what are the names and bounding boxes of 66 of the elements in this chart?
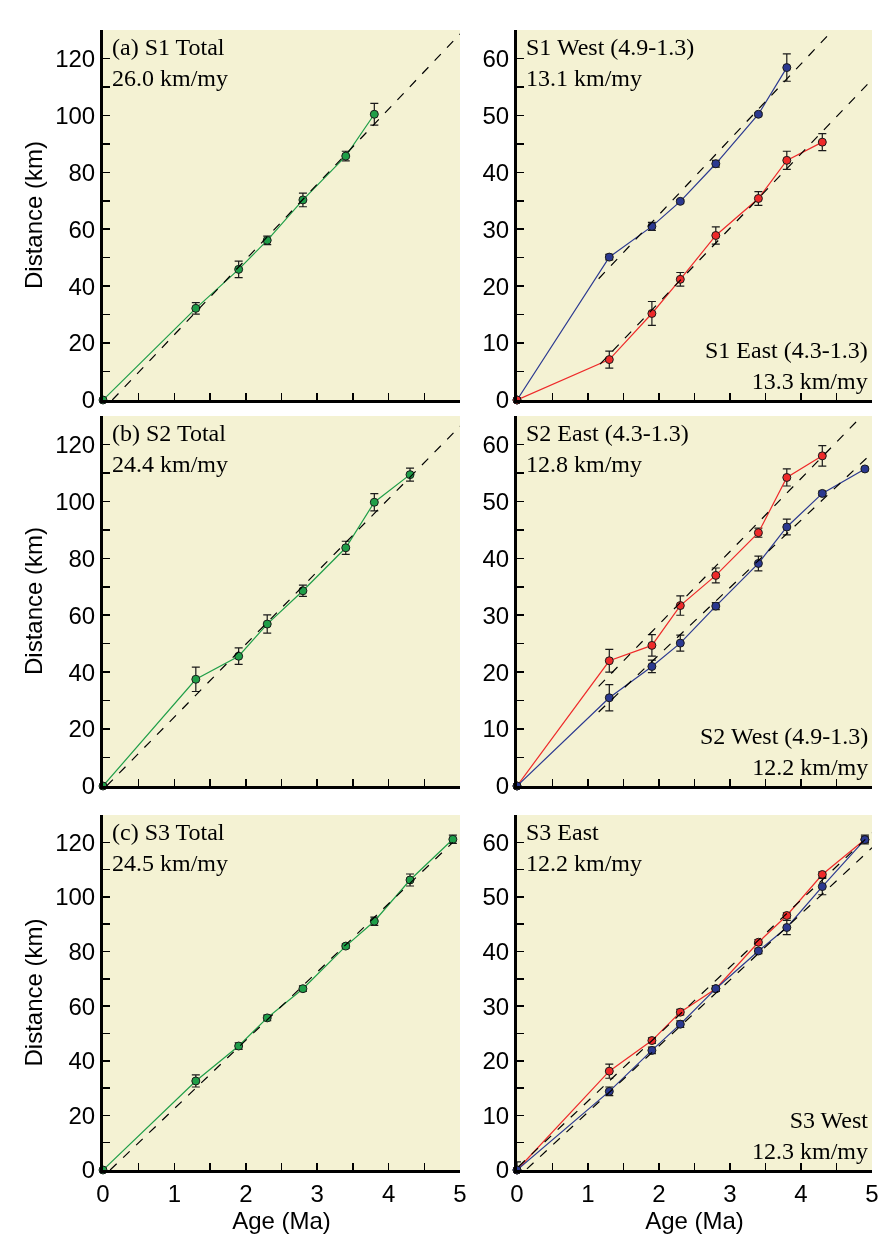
x-tick-label: 1 bbox=[167, 1179, 182, 1207]
y-tick-label: 10 bbox=[482, 1101, 510, 1129]
y-tick-label: 40 bbox=[482, 158, 510, 186]
y-tick-label: 60 bbox=[68, 601, 96, 629]
y-tick-label: 100 bbox=[55, 101, 96, 129]
y-tick-label: 30 bbox=[482, 601, 510, 629]
y-tick-label: 60 bbox=[482, 44, 510, 72]
x-tick-label: 2 bbox=[652, 1179, 666, 1207]
y-tick-label: 20 bbox=[482, 272, 510, 300]
y-axis-title: Distance (km) bbox=[20, 526, 48, 676]
y-tick-label: 0 bbox=[81, 772, 96, 800]
y-tick-label: 20 bbox=[68, 1101, 96, 1129]
y-tick-label: 30 bbox=[482, 992, 510, 1020]
y-tick-label: 10 bbox=[482, 715, 510, 743]
y-tick-label: 20 bbox=[482, 658, 510, 686]
annotation: S2 West (4.9-1.3) 12.2 km/my bbox=[700, 723, 869, 781]
x-tick-label: 5 bbox=[453, 1179, 467, 1207]
y-tick-label: 0 bbox=[495, 386, 510, 414]
y-tick-label: 10 bbox=[482, 329, 510, 357]
x-tick-label: 2 bbox=[239, 1179, 253, 1207]
y-tick-label: 30 bbox=[482, 215, 510, 243]
annotation: S3 East 12.2 km/my bbox=[526, 819, 643, 877]
annotation: (b) S2 Total 24.4 km/my bbox=[112, 420, 229, 478]
y-tick-label: 20 bbox=[68, 715, 96, 743]
y-tick-label: 100 bbox=[55, 883, 96, 911]
y-tick-label: 50 bbox=[482, 101, 510, 129]
y-tick-label: 80 bbox=[68, 937, 96, 965]
y-axis-title: Distance (km) bbox=[20, 918, 48, 1067]
annotation: S2 East (4.3-1.3) 12.8 km/my bbox=[526, 420, 689, 478]
y-tick-label: 80 bbox=[68, 158, 96, 186]
y-tick-label: 120 bbox=[55, 430, 96, 458]
x-tick-label: 3 bbox=[310, 1179, 324, 1207]
y-tick-label: 0 bbox=[81, 1156, 96, 1184]
y-tick-label: 60 bbox=[68, 992, 96, 1020]
x-axis-title: Age (Ma) bbox=[645, 1206, 744, 1234]
y-tick-label: 120 bbox=[55, 44, 96, 72]
annotation: S1 West (4.9-1.3) 13.1 km/my bbox=[526, 34, 695, 92]
x-tick-label: 4 bbox=[794, 1179, 808, 1207]
y-tick-label: 60 bbox=[482, 828, 510, 856]
y-tick-label: 40 bbox=[482, 937, 510, 965]
x-tick-label: 4 bbox=[381, 1179, 396, 1207]
y-tick-label: 40 bbox=[482, 544, 510, 572]
y-tick-label: 40 bbox=[68, 272, 96, 300]
x-axis-title: Age (Ma) bbox=[232, 1206, 331, 1234]
y-tick-label: 50 bbox=[482, 487, 510, 515]
y-tick-label: 0 bbox=[495, 1156, 510, 1184]
y-tick-label: 60 bbox=[68, 215, 96, 243]
annotation: S1 East (4.3-1.3) 13.3 km/my bbox=[705, 337, 868, 395]
y-tick-label: 100 bbox=[55, 487, 96, 515]
y-tick-label: 80 bbox=[68, 544, 96, 572]
x-tick-label: 5 bbox=[865, 1179, 879, 1207]
y-axis-title: Distance (km) bbox=[20, 140, 48, 290]
y-tick-label: 60 bbox=[482, 430, 510, 458]
y-tick-label: 40 bbox=[68, 658, 96, 686]
y-tick-label: 20 bbox=[482, 1047, 510, 1075]
annotation: (a) S1 Total 26.0 km/my bbox=[112, 34, 229, 92]
y-tick-label: 0 bbox=[81, 386, 96, 414]
annotation: S3 West 12.3 km/my bbox=[752, 1107, 869, 1165]
x-tick-label: 3 bbox=[723, 1179, 737, 1207]
y-tick-label: 0 bbox=[495, 772, 510, 800]
y-tick-label: 120 bbox=[55, 828, 96, 856]
y-tick-label: 40 bbox=[68, 1047, 96, 1075]
x-tick-label: 1 bbox=[581, 1179, 595, 1207]
y-tick-label: 20 bbox=[68, 329, 96, 357]
annotation: (c) S3 Total 24.5 km/my bbox=[112, 819, 229, 877]
y-tick-label: 50 bbox=[482, 883, 510, 911]
